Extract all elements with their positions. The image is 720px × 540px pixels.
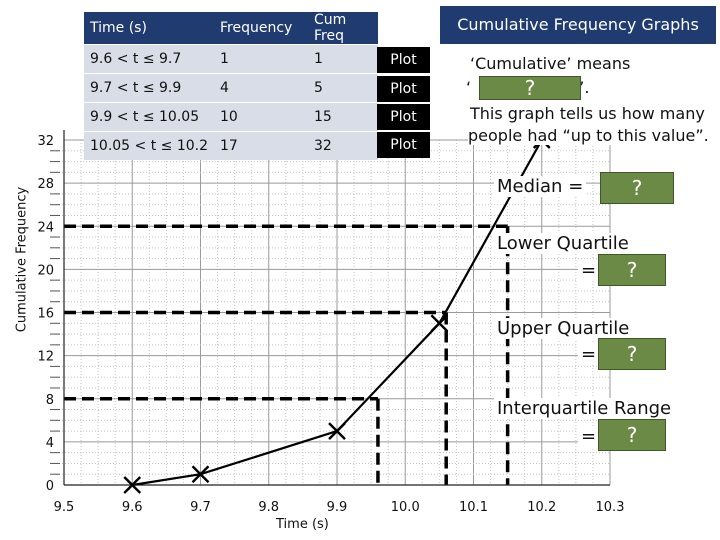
- iqr-answer[interactable]: ?: [598, 419, 666, 451]
- page-title: Cumulative Frequency Graphs: [440, 6, 716, 44]
- table-header-row: Time (s) Frequency Cum Freq: [84, 12, 378, 45]
- y-tick-label: 12: [37, 350, 54, 365]
- cross-stroke: [123, 476, 142, 494]
- graph-note-line2: people had “up to this value”.: [468, 126, 709, 145]
- cross-stroke: [191, 465, 210, 484]
- cell-time: 9.9 < t ≤ 10.05: [84, 102, 214, 132]
- data-point-cross: [191, 465, 210, 484]
- cell-frequency: 17: [214, 131, 308, 160]
- lower-quartile-answer[interactable]: ?: [598, 254, 666, 286]
- cell-frequency: 10: [214, 102, 308, 132]
- cell-time: 10.05 < t ≤ 10.2: [84, 131, 214, 160]
- cell-frequency: 1: [214, 44, 308, 74]
- close-quote: ’.: [579, 78, 590, 97]
- lower-quartile-equals: =: [578, 260, 600, 281]
- y-tick-label: 8: [46, 393, 54, 408]
- iqr-label: Interquartile Range: [494, 398, 675, 419]
- cell-cum-freq: 1: [308, 44, 378, 74]
- y-tick-label: 0: [46, 479, 54, 494]
- x-axis-label: Time (s): [276, 517, 329, 532]
- plot-button-4[interactable]: Plot: [377, 132, 430, 158]
- data-point-cross: [430, 314, 449, 333]
- frequency-table: Time (s) Frequency Cum Freq 9.6 < t ≤ 9.…: [84, 12, 378, 160]
- x-tick-label: 9.8: [258, 500, 279, 515]
- cell-time: 9.6 < t ≤ 9.7: [84, 44, 214, 74]
- lower-quartile-label: Lower Quartile: [494, 233, 632, 254]
- upper-quartile-equals: =: [578, 344, 600, 365]
- cross-stroke: [328, 422, 346, 440]
- cell-cum-freq: 15: [308, 102, 378, 132]
- header-cum-freq: Cum Freq: [308, 12, 378, 45]
- y-tick-label: 32: [37, 134, 54, 149]
- x-tick-label: 9.7: [190, 500, 211, 515]
- header-time: Time (s): [84, 12, 214, 45]
- y-axis-label: Cumulative Frequency: [14, 186, 30, 333]
- x-tick-label: 10.1: [459, 500, 488, 515]
- upper-quartile-answer[interactable]: ?: [598, 338, 666, 370]
- graph-note-line1: This graph tells us how many: [470, 104, 705, 123]
- cell-time: 9.7 < t ≤ 9.9: [84, 73, 214, 103]
- cell-cum-freq: 32: [308, 131, 378, 160]
- x-tick-label: 10.0: [391, 500, 420, 515]
- table-row: 10.05 < t ≤ 10.2 17 32: [84, 131, 378, 160]
- y-tick-label: 20: [37, 263, 54, 278]
- y-tick-label: 16: [37, 307, 54, 322]
- plot-button-2[interactable]: Plot: [377, 76, 430, 102]
- x-tick-label: 9.6: [122, 500, 143, 515]
- open-quote: ‘: [466, 78, 472, 97]
- median-answer[interactable]: ?: [600, 172, 674, 204]
- cross-stroke: [430, 314, 449, 333]
- upper-quartile-label: Upper Quartile: [494, 318, 633, 339]
- x-tick-label: 10.3: [596, 500, 625, 515]
- cumulative-meaning-answer[interactable]: ?: [479, 76, 581, 100]
- plot-button-1[interactable]: Plot: [377, 47, 430, 73]
- y-tick-label: 28: [37, 177, 54, 192]
- table-row: 9.7 < t ≤ 9.9 4 5: [84, 73, 378, 103]
- plot-button-3[interactable]: Plot: [377, 104, 430, 130]
- data-point-cross: [328, 422, 346, 440]
- cell-frequency: 4: [214, 73, 308, 103]
- table-row: 9.9 < t ≤ 10.05 10 15: [84, 102, 378, 132]
- y-tick-label: 4: [46, 436, 54, 451]
- x-tick-label: 10.2: [527, 500, 556, 515]
- iqr-equals: =: [578, 426, 600, 447]
- cell-cum-freq: 5: [308, 73, 378, 103]
- header-frequency: Frequency: [214, 12, 308, 45]
- cumulative-note-line1: ‘Cumulative’ means: [470, 54, 631, 73]
- data-point-cross: [123, 476, 142, 494]
- x-tick-label: 9.9: [327, 500, 348, 515]
- y-tick-label: 24: [37, 220, 54, 235]
- x-tick-label: 9.5: [54, 500, 75, 515]
- table-row: 9.6 < t ≤ 9.7 1 1: [84, 44, 378, 74]
- median-label: Median =: [494, 176, 587, 197]
